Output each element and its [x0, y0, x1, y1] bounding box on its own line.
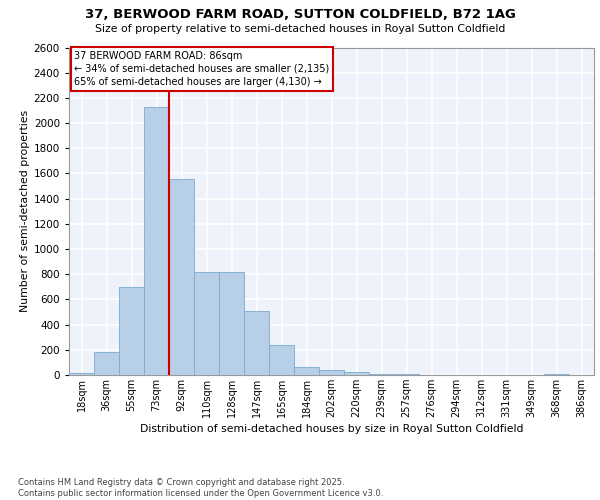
Bar — [319, 370, 344, 375]
Text: 37 BERWOOD FARM ROAD: 86sqm
← 34% of semi-detached houses are smaller (2,135)
65: 37 BERWOOD FARM ROAD: 86sqm ← 34% of sem… — [74, 51, 329, 87]
Bar — [119, 287, 143, 375]
Text: Size of property relative to semi-detached houses in Royal Sutton Coldfield: Size of property relative to semi-detach… — [95, 24, 505, 34]
Bar — [244, 311, 269, 375]
Bar — [70, 373, 94, 375]
X-axis label: Distribution of semi-detached houses by size in Royal Sutton Coldfield: Distribution of semi-detached houses by … — [140, 424, 523, 434]
Bar — [194, 272, 218, 375]
Bar — [544, 374, 569, 375]
Text: Contains HM Land Registry data © Crown copyright and database right 2025.
Contai: Contains HM Land Registry data © Crown c… — [18, 478, 383, 498]
Bar — [295, 367, 319, 375]
Y-axis label: Number of semi-detached properties: Number of semi-detached properties — [20, 110, 29, 312]
Bar — [394, 374, 419, 375]
Bar — [169, 178, 194, 375]
Bar — [344, 372, 368, 375]
Bar — [269, 345, 293, 375]
Bar — [145, 106, 169, 375]
Bar — [370, 374, 394, 375]
Bar — [94, 352, 119, 375]
Text: 37, BERWOOD FARM ROAD, SUTTON COLDFIELD, B72 1AG: 37, BERWOOD FARM ROAD, SUTTON COLDFIELD,… — [85, 8, 515, 20]
Bar — [220, 272, 244, 375]
